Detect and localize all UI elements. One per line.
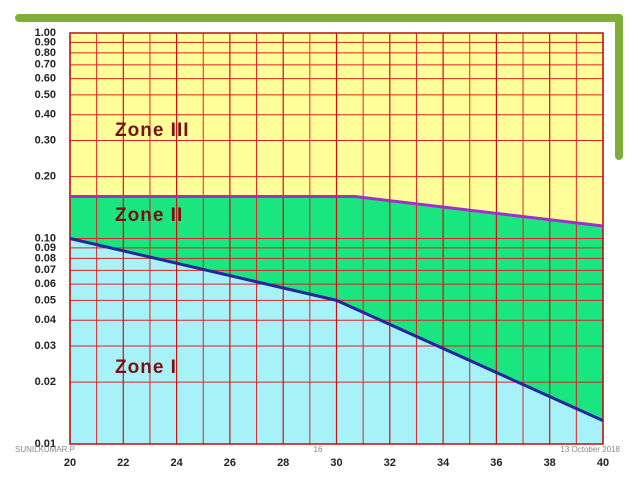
x-tick-label: 34	[437, 457, 450, 469]
boundary-line	[69, 237, 604, 422]
zone-label: Zone III	[115, 120, 190, 141]
footer-date: 13 October 2018	[560, 445, 620, 454]
y-tick-label: 0.40	[35, 109, 56, 121]
boundary-line	[70, 195, 604, 228]
y-tick-label: 1.00	[35, 27, 56, 39]
y-tick-label: 0.80	[35, 47, 56, 59]
zone-label: Zone I	[115, 357, 177, 378]
y-tick-label: 0.08	[35, 252, 56, 264]
chart: 0.01 0.02 0.03 0.04 0.05 0.06 0.070.080.090.10…	[35, 27, 610, 469]
y-tick-label: 0.20	[35, 171, 56, 183]
y-tick-label: 0.30	[35, 134, 56, 146]
x-tick-label: 20	[64, 457, 76, 469]
x-tick-label: 22	[117, 457, 129, 469]
y-tick-label: 0.10	[35, 232, 56, 244]
x-tick-label: 36	[490, 457, 502, 469]
y-tick-label: 0.03	[35, 340, 56, 352]
x-tick-label: 38	[544, 457, 556, 469]
y-tick-label: 0.04	[35, 314, 57, 326]
y-tick-label: 0.50	[35, 89, 56, 101]
x-tick-label: 40	[597, 457, 609, 469]
y-tick-label: 0.02	[35, 376, 56, 388]
top-bar	[15, 14, 623, 22]
x-tick-label: 30	[330, 457, 342, 469]
y-tick-label: 0.90	[35, 36, 56, 48]
x-tick-label: 26	[224, 457, 236, 469]
zone-label: Zone II	[115, 205, 183, 226]
footer-page: 16	[314, 445, 323, 454]
x-tick-label: 24	[170, 457, 183, 469]
y-tick-label: 0.70	[35, 59, 56, 71]
y-tick-label: 0.05	[35, 294, 56, 306]
y-tick-label: 0.06	[35, 278, 56, 290]
side-bar	[615, 14, 623, 160]
y-tick-label: 0.01	[35, 438, 56, 450]
x-tick-label: 28	[277, 457, 289, 469]
y-tick-label: 0.07	[35, 264, 56, 276]
y-tick-label: 0.60	[35, 72, 56, 84]
footer-author: SUNILKUMAR.P	[15, 445, 75, 454]
x-tick-label: 32	[384, 457, 396, 469]
y-tick-label: 0.09	[35, 242, 56, 254]
